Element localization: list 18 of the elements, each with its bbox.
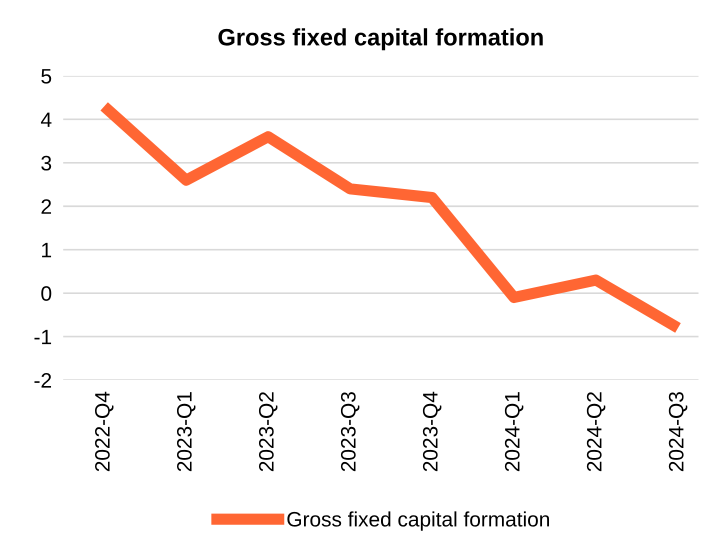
x-tick-label: 2024-Q1 xyxy=(504,392,524,472)
y-tick-label: 4 xyxy=(40,112,52,127)
y-tick-label: 1 xyxy=(42,242,52,258)
y-tick-label: -1 xyxy=(34,330,52,344)
x-tick-label: 2023-Q2 xyxy=(258,392,278,472)
chart-title: Gross fixed capital formation xyxy=(218,28,543,50)
y-tick-label: 0 xyxy=(41,286,52,301)
y-tick-label: -2 xyxy=(34,373,52,388)
x-tick-label: 2023-Q1 xyxy=(176,392,196,472)
y-tick-label: 3 xyxy=(41,156,52,171)
x-tick-label: 2023-Q3 xyxy=(340,392,360,472)
y-tick-label: 5 xyxy=(41,69,52,84)
x-tick-label: 2024-Q2 xyxy=(586,392,606,472)
x-tick-label: 2022-Q4 xyxy=(95,392,114,472)
x-tick-label: 2024-Q3 xyxy=(668,392,688,472)
y-tick-label: 2 xyxy=(42,199,52,214)
legend-label: Gross fixed capital formation xyxy=(287,511,549,531)
x-tick-label: 2023-Q4 xyxy=(422,392,442,472)
